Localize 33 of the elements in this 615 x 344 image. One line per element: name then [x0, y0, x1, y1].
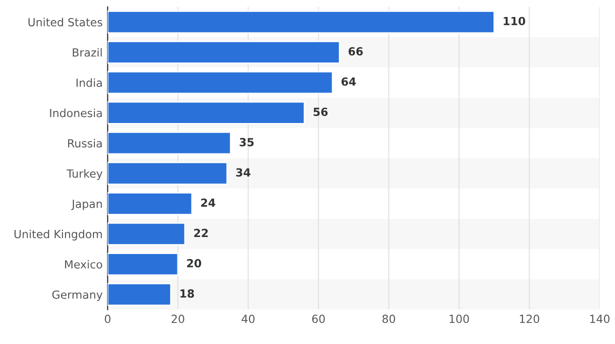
data-label: 34 [236, 168, 250, 177]
bar [108, 252, 179, 276]
x-tick-label: 0 [104, 314, 110, 324]
x-tick-label: 20 [172, 314, 184, 324]
bar [108, 70, 334, 94]
bar [108, 10, 495, 34]
y-tick-label: Japan [71, 200, 102, 210]
y-tick-label: India [76, 78, 102, 87]
data-label: 64 [342, 77, 356, 86]
data-label: 20 [187, 259, 202, 268]
y-tick-label: Germany [52, 290, 102, 301]
x-tick-label: 40 [242, 314, 255, 324]
y-tick-label: Russia [68, 138, 102, 148]
y-tick-label: Brazil [72, 48, 102, 57]
data-label: 18 [180, 289, 194, 298]
x-tick-label: 80 [382, 314, 396, 324]
data-label: 110 [504, 16, 526, 26]
x-tick-label: 140 [590, 314, 610, 324]
x-tick-label: 100 [450, 314, 469, 324]
y-tick-label: Turkey [66, 169, 102, 180]
x-tick-label: 120 [520, 314, 540, 324]
data-label: 56 [314, 108, 328, 116]
bar [108, 192, 193, 216]
data-label: 24 [201, 198, 216, 207]
y-tick-label: United States [28, 18, 102, 26]
data-label: 22 [194, 228, 208, 237]
data-label: 35 [240, 138, 254, 146]
bar [108, 132, 232, 155]
x-tick-label: 60 [312, 314, 325, 324]
data-label: 66 [348, 47, 363, 56]
y-tick-label: Mexico [65, 260, 102, 269]
y-tick-label: Indonesia [50, 108, 102, 118]
y-tick-label: United Kingdom [14, 230, 102, 240]
